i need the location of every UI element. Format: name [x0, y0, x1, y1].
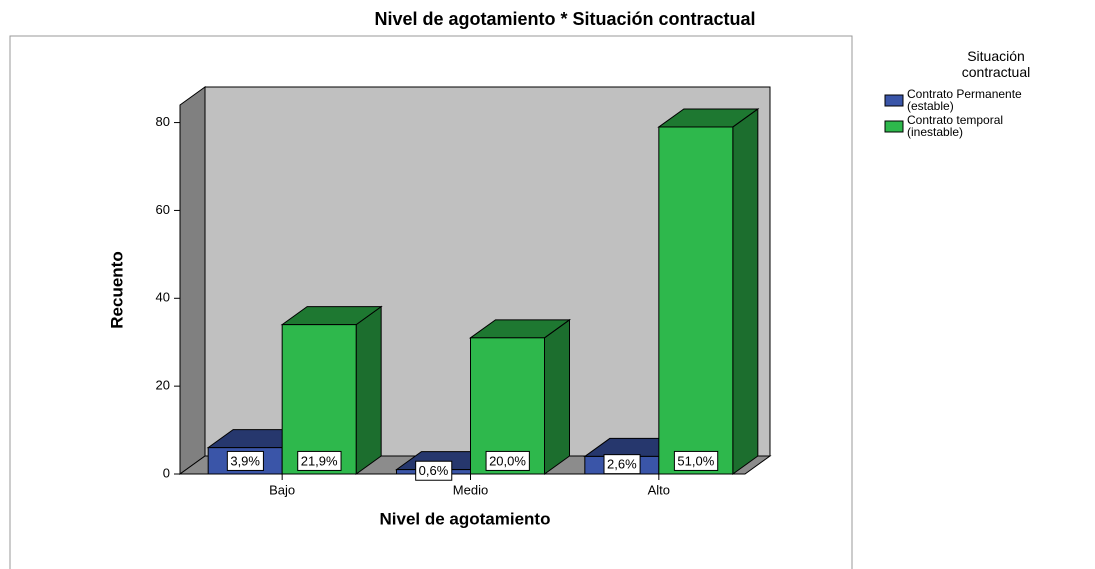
- value-label: 51,0%: [677, 453, 714, 468]
- value-label: 20,0%: [489, 453, 526, 468]
- x-tick-label: Alto: [648, 482, 670, 497]
- x-axis-label: Nivel de agotamiento: [380, 509, 551, 528]
- value-label: 2,6%: [607, 457, 637, 472]
- x-tick-label: Medio: [453, 482, 488, 497]
- legend-label-line: (estable): [907, 99, 954, 113]
- value-label-box: [485, 450, 530, 471]
- chart-title: Nivel de agotamiento * Situación contrac…: [374, 9, 755, 29]
- y-tick-label: 0: [163, 465, 170, 480]
- bar-front: [281, 324, 357, 475]
- bar: [280, 305, 383, 475]
- value-label-box: [673, 450, 719, 471]
- legend-swatch: [884, 94, 904, 107]
- value-label: 21,9%: [301, 453, 338, 468]
- legend-title-line: Situación: [967, 48, 1025, 64]
- legend-title-line: contractual: [962, 64, 1030, 80]
- left-wall: [179, 86, 206, 475]
- y-tick-label: 60: [156, 202, 170, 217]
- legend-label-line: Contrato temporal: [907, 113, 1003, 127]
- y-tick-label: 80: [156, 114, 170, 129]
- bar-side: [355, 305, 382, 475]
- y-axis-label: Recuento: [107, 251, 126, 328]
- bar: [657, 107, 760, 475]
- legend-label-line: (inestable): [907, 125, 963, 139]
- value-label-box: [226, 450, 264, 471]
- legend-title: Situación contractual: [962, 48, 1030, 80]
- x-tick-label: Bajo: [269, 482, 295, 497]
- legend-label: Contrato temporal (inestable): [907, 113, 1003, 139]
- legend-label-line: Contrato Permanente: [907, 87, 1022, 101]
- y-tick-label: 20: [156, 378, 170, 393]
- value-label-box: [603, 454, 641, 475]
- value-label-box: [297, 450, 342, 471]
- bar-front: [658, 126, 734, 475]
- bar-side: [732, 107, 759, 475]
- value-label-box: [415, 460, 453, 481]
- bar: [468, 318, 572, 475]
- value-label: 0,6%: [419, 463, 449, 478]
- value-label: 3,9%: [230, 453, 260, 468]
- y-tick-label: 40: [156, 290, 170, 305]
- legend-label: Contrato Permanente (estable): [907, 87, 1022, 113]
- bar-side: [544, 318, 570, 475]
- legend-swatch: [884, 120, 904, 133]
